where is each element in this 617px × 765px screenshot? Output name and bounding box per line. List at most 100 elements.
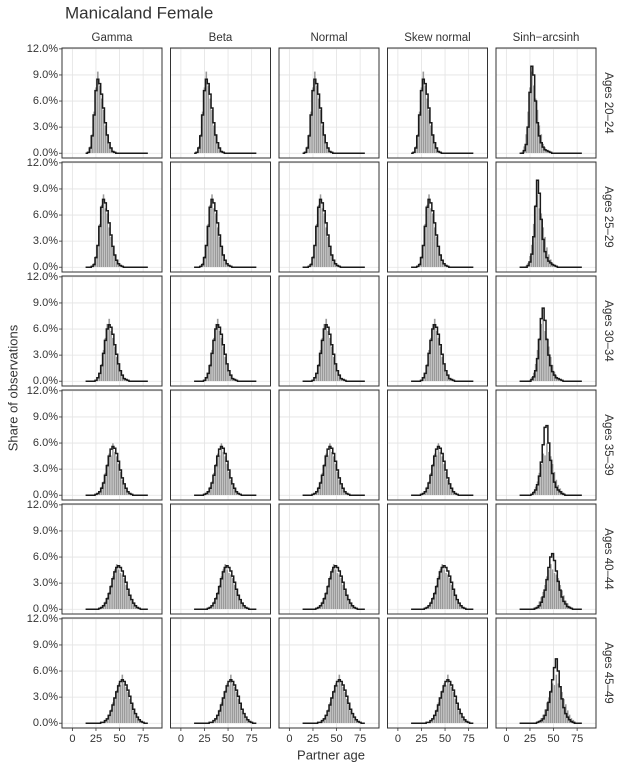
y-tick-label: 12.0%	[27, 271, 58, 283]
y-tick-label: 12.0%	[27, 43, 58, 55]
panel-border	[61, 161, 163, 273]
panel-border	[278, 389, 380, 501]
panel-border	[387, 161, 488, 273]
observed-bar	[326, 455, 330, 496]
observed-bar	[125, 686, 128, 724]
observed-bar	[543, 455, 547, 496]
observed-bar	[218, 455, 221, 496]
panel-border	[170, 389, 271, 501]
observed-bar	[227, 572, 231, 610]
observed-bar	[119, 572, 122, 610]
y-tick-label: 9.0%	[33, 297, 58, 309]
observed-bar	[557, 683, 560, 724]
observed-bar	[229, 574, 232, 610]
fitted-step-line	[519, 65, 582, 154]
panel-border	[495, 389, 597, 501]
y-tick-label: 3.0%	[33, 235, 58, 247]
y-tick-label: 6.0%	[33, 323, 58, 335]
observed-bar	[342, 686, 345, 724]
fitted-step-line	[302, 445, 365, 496]
observed-bar	[553, 572, 556, 610]
observed-bar	[113, 451, 116, 496]
panel-border	[495, 617, 597, 729]
panel-background	[279, 48, 379, 158]
y-tick-label: 6.0%	[33, 551, 58, 563]
observed-bar	[336, 572, 339, 610]
y-tick-label: 6.0%	[33, 665, 58, 677]
x-tick-label: 50	[222, 733, 234, 745]
panel-border	[495, 503, 597, 615]
fitted-step-line	[85, 678, 148, 724]
x-tick-label: 25	[307, 733, 319, 745]
fitted-step-line	[411, 78, 474, 154]
observed-bar	[549, 563, 552, 610]
panel-border	[61, 47, 163, 159]
observed-bar	[435, 330, 438, 382]
x-tick-label: 50	[113, 733, 125, 745]
observed-bar	[336, 684, 339, 724]
x-tick-label: 50	[547, 733, 559, 745]
x-axis-label: Partner age	[297, 747, 365, 762]
x-tick-label: 25	[524, 733, 536, 745]
observed-bar	[104, 207, 107, 268]
fitted-step-line	[411, 323, 474, 382]
x-tick-label: 0	[503, 733, 509, 745]
observed-bar	[212, 207, 215, 268]
x-tick-label: 75	[246, 733, 258, 745]
fitted-step-line	[411, 564, 474, 610]
panel-background	[387, 48, 488, 158]
y-tick-label: 6.0%	[33, 209, 58, 221]
y-tick-label: 3.0%	[33, 577, 58, 589]
panel-border	[170, 161, 271, 273]
x-tick-label: 25	[415, 733, 427, 745]
fitted-step-line	[302, 78, 365, 154]
panel-border	[278, 503, 380, 615]
observed-bar	[227, 684, 231, 724]
observed-bar	[338, 574, 341, 610]
x-tick-label: 0	[178, 733, 184, 745]
y-tick-label: 12.0%	[27, 499, 58, 511]
observed-bar	[321, 207, 324, 268]
x-tick-label: 25	[198, 733, 210, 745]
fitted-step-line	[519, 179, 582, 268]
observed-bar	[545, 442, 549, 496]
observed-bar	[551, 569, 554, 610]
y-tick-label: 3.0%	[33, 691, 58, 703]
observed-bar	[109, 330, 113, 382]
panel-border	[61, 389, 163, 501]
observed-bar	[435, 455, 438, 496]
fitted-step-line	[85, 323, 148, 382]
observed-bar	[315, 85, 318, 154]
y-tick-label: 9.0%	[33, 639, 58, 651]
fitted-step-line	[85, 78, 148, 154]
panel-border	[278, 47, 380, 159]
panel-border	[387, 503, 488, 615]
panel-border	[170, 617, 271, 729]
y-tick-label: 0.0%	[33, 147, 58, 159]
row-header: Ages 35–39	[602, 414, 614, 475]
observed-bar	[109, 455, 113, 496]
y-tick-label: 0.0%	[33, 603, 58, 615]
observed-bar	[117, 569, 120, 610]
observed-bar	[123, 683, 126, 724]
row-header: Ages 20–24	[602, 72, 614, 134]
observed-bar	[542, 318, 545, 382]
fitted-step-line	[85, 445, 148, 496]
column-header: Normal	[310, 32, 347, 44]
observed-bar	[328, 442, 332, 496]
panel-border	[495, 161, 597, 273]
observed-bar	[448, 683, 451, 724]
fitted-step-line	[519, 307, 582, 382]
y-tick-label: 9.0%	[33, 69, 58, 81]
panel-border	[278, 617, 380, 729]
fitted-step-line	[519, 658, 582, 724]
panel-border	[61, 503, 163, 615]
fitted-step-line	[194, 564, 257, 610]
x-tick-label: 75	[463, 733, 475, 745]
row-header: Ages 30–34	[602, 300, 614, 362]
observed-bar	[121, 574, 124, 610]
observed-bar	[222, 451, 225, 496]
observed-bar	[218, 330, 221, 382]
observed-bar	[424, 85, 427, 154]
